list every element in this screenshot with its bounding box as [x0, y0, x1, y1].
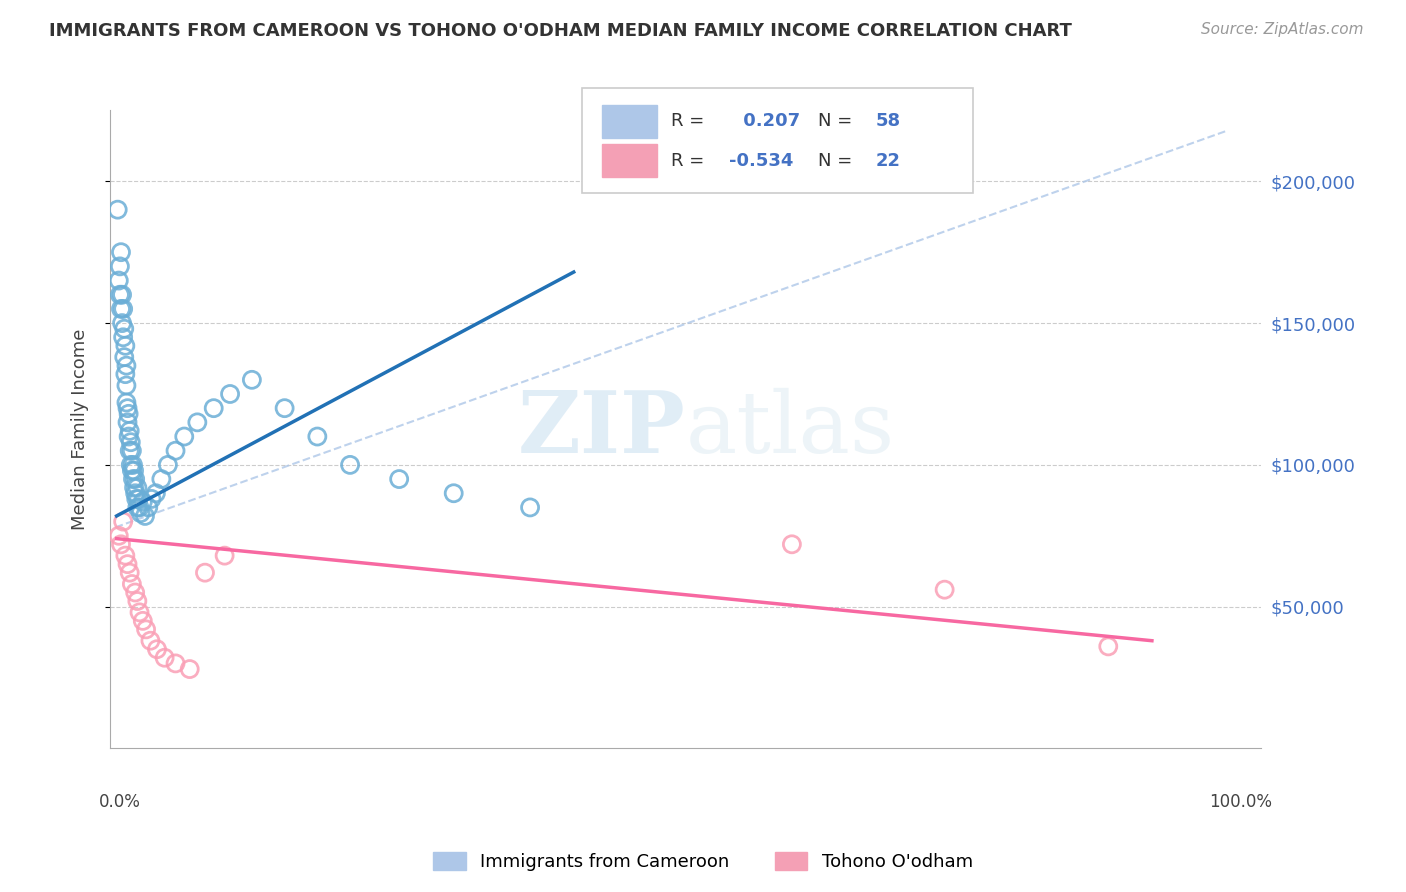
- Point: [141, 491, 163, 506]
- Point: [117, 401, 139, 416]
- Point: [307, 429, 329, 443]
- Point: [112, 301, 135, 316]
- Point: [153, 650, 176, 665]
- Y-axis label: Median Family Income: Median Family Income: [72, 329, 89, 530]
- Point: [117, 557, 139, 571]
- Point: [122, 458, 145, 472]
- Point: [127, 491, 149, 506]
- Point: [179, 662, 201, 676]
- Point: [146, 642, 169, 657]
- Bar: [602, 104, 657, 138]
- Text: 0.0%: 0.0%: [98, 793, 141, 811]
- Point: [128, 500, 150, 515]
- Point: [165, 443, 187, 458]
- Point: [112, 350, 135, 364]
- Text: 100.0%: 100.0%: [1209, 793, 1272, 811]
- Legend: Immigrants from Cameroon, Tohono O'odham: Immigrants from Cameroon, Tohono O'odham: [426, 845, 980, 879]
- Point: [122, 481, 145, 495]
- Point: [132, 495, 155, 509]
- Text: N =: N =: [818, 112, 858, 130]
- Point: [165, 657, 187, 671]
- Point: [111, 316, 134, 330]
- Point: [121, 443, 143, 458]
- Text: ZIP: ZIP: [517, 387, 686, 472]
- Point: [118, 566, 141, 580]
- Point: [273, 401, 295, 416]
- Point: [194, 566, 217, 580]
- Point: [107, 274, 129, 288]
- Point: [107, 529, 129, 543]
- Point: [117, 415, 139, 429]
- Point: [112, 322, 135, 336]
- Point: [117, 407, 139, 421]
- Point: [443, 486, 465, 500]
- Point: [139, 633, 162, 648]
- Point: [135, 623, 157, 637]
- Point: [112, 330, 135, 344]
- Text: R =: R =: [671, 112, 710, 130]
- Point: [127, 481, 149, 495]
- Point: [120, 435, 142, 450]
- Text: IMMIGRANTS FROM CAMEROON VS TOHONO O'ODHAM MEDIAN FAMILY INCOME CORRELATION CHAR: IMMIGRANTS FROM CAMEROON VS TOHONO O'ODH…: [49, 22, 1073, 40]
- Text: 0.207: 0.207: [737, 112, 800, 130]
- Point: [118, 424, 141, 438]
- Point: [110, 301, 132, 316]
- Point: [114, 549, 136, 563]
- Point: [125, 491, 148, 506]
- Text: atlas: atlas: [686, 388, 894, 471]
- Point: [111, 287, 134, 301]
- Text: Source: ZipAtlas.com: Source: ZipAtlas.com: [1201, 22, 1364, 37]
- Point: [124, 585, 146, 599]
- Point: [219, 387, 242, 401]
- Point: [110, 537, 132, 551]
- Point: [186, 415, 208, 429]
- Point: [780, 537, 803, 551]
- Bar: [602, 145, 657, 178]
- Point: [202, 401, 225, 416]
- Text: 58: 58: [876, 112, 901, 130]
- Text: 22: 22: [876, 152, 900, 169]
- Point: [134, 508, 156, 523]
- Point: [114, 339, 136, 353]
- Point: [115, 378, 138, 392]
- Point: [156, 458, 179, 472]
- Point: [145, 486, 167, 500]
- Point: [388, 472, 411, 486]
- Point: [128, 605, 150, 619]
- Point: [136, 500, 159, 515]
- Point: [107, 202, 129, 217]
- Point: [118, 443, 141, 458]
- Point: [110, 245, 132, 260]
- Point: [1097, 640, 1119, 654]
- Text: -0.534: -0.534: [730, 152, 793, 169]
- Point: [934, 582, 956, 597]
- Point: [121, 577, 143, 591]
- Point: [120, 458, 142, 472]
- Text: N =: N =: [818, 152, 858, 169]
- Point: [122, 472, 145, 486]
- Point: [121, 464, 143, 478]
- Point: [127, 500, 149, 515]
- Point: [115, 359, 138, 373]
- Point: [150, 472, 173, 486]
- Text: R =: R =: [671, 152, 710, 169]
- Point: [112, 515, 135, 529]
- Point: [132, 614, 155, 628]
- Point: [214, 549, 236, 563]
- Point: [124, 472, 146, 486]
- Point: [129, 506, 152, 520]
- Point: [519, 500, 541, 515]
- Point: [114, 367, 136, 381]
- Point: [240, 373, 263, 387]
- Point: [173, 429, 195, 443]
- Point: [127, 594, 149, 608]
- Point: [122, 464, 145, 478]
- Point: [124, 486, 146, 500]
- Point: [115, 395, 138, 409]
- FancyBboxPatch shape: [582, 88, 973, 194]
- Point: [108, 287, 131, 301]
- Point: [339, 458, 361, 472]
- Point: [108, 260, 131, 274]
- Point: [117, 429, 139, 443]
